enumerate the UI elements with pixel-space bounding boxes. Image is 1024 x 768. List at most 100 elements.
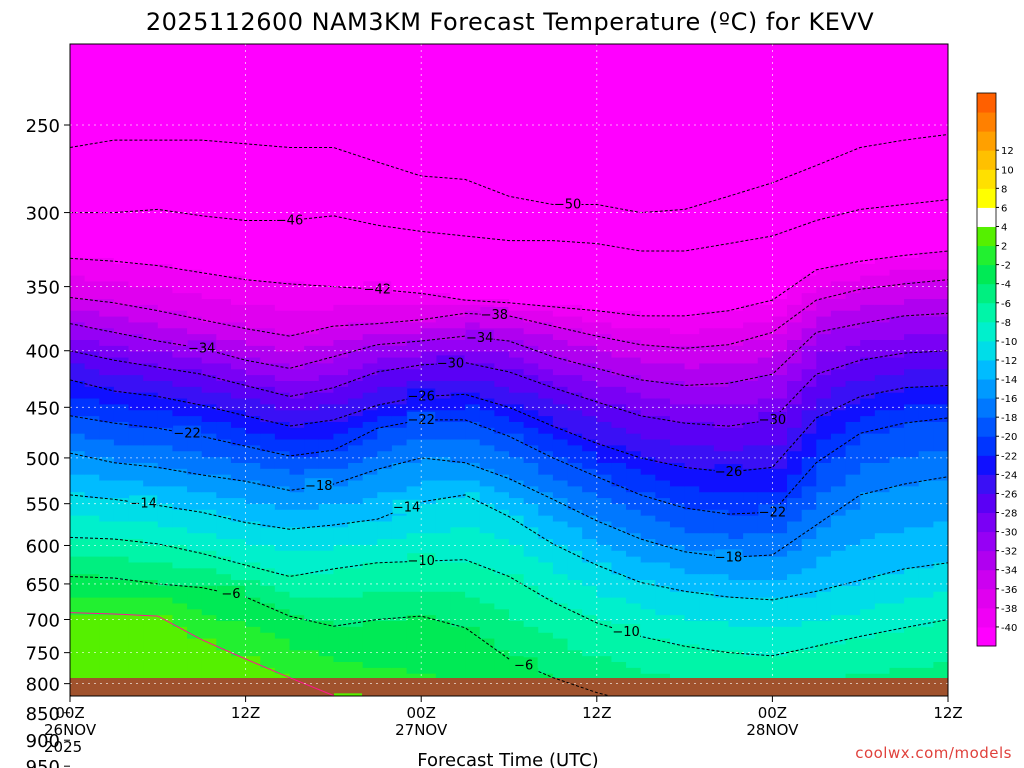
colorbar: -40-38-36-34-32-30-28-26-24-22-20-18-16-… — [976, 92, 1017, 647]
contour-label-bg — [612, 623, 641, 638]
contour-label: −38 — [481, 308, 508, 323]
y-axis-ticks: 250 300 350 400 450 500 550 600 650 700 750 800 850 9… — [26, 116, 70, 768]
isotherm--42 — [70, 250, 948, 317]
y-tick-label: 450 — [26, 398, 60, 419]
contour-label-bg — [363, 281, 392, 296]
colorbar-swatch — [977, 512, 996, 533]
y-tick-label: 700 — [26, 611, 60, 632]
plot-area — [70, 44, 948, 696]
y-tick-label: 850 — [26, 704, 60, 725]
contour-label-bg — [304, 478, 333, 493]
chart-title: 2025112600 NAM3KM Forecast Temperature (… — [146, 8, 874, 36]
colorbar-label: -40 — [1001, 623, 1017, 634]
contour-label-bg — [714, 549, 743, 564]
colorbar-label: -28 — [1001, 509, 1017, 520]
contour-label: −50 — [554, 197, 581, 212]
y-tick-label: 350 — [26, 278, 60, 299]
colorbar-swatch — [977, 150, 996, 170]
colorbar-label: -4 — [1001, 280, 1011, 291]
y-tick-label: 800 — [26, 675, 60, 696]
x-tick-label: 12Z — [933, 704, 962, 722]
contour-label: −14 — [393, 501, 420, 516]
colorbar-swatch — [977, 169, 996, 189]
isotherm--50 — [70, 134, 948, 214]
contour-label-bg — [480, 307, 509, 322]
colorbar-label: 4 — [1001, 222, 1007, 233]
contour-label-bg — [465, 329, 494, 344]
x-tick-label: 28NOV — [746, 721, 799, 739]
contour-label-bg — [129, 495, 158, 510]
colorbar-swatch — [977, 626, 996, 647]
colorbar-label: -18 — [1001, 413, 1017, 424]
x-tick-label: 00Z — [758, 704, 787, 722]
colorbar-label: -24 — [1001, 470, 1017, 481]
contour-label: −10 — [612, 625, 639, 640]
colorbar-label: -20 — [1001, 432, 1017, 443]
colorbar-swatch — [977, 321, 996, 342]
y-tick-label: 950 — [26, 757, 60, 768]
colorbar-swatch — [977, 455, 996, 475]
colorbar-label: -32 — [1001, 547, 1017, 558]
contour-label: −42 — [364, 282, 391, 297]
ground-strip — [70, 678, 948, 696]
isotherm--2 — [70, 612, 337, 696]
colorbar-swatch — [977, 245, 996, 266]
colorbar-swatch — [977, 302, 996, 323]
colorbar-label: 12 — [1001, 146, 1014, 157]
colorbar-label: -2 — [1001, 261, 1011, 272]
contour-label-bg — [407, 388, 436, 403]
contour-label: −34 — [466, 331, 493, 346]
isotherm--6 — [70, 576, 612, 696]
colorbar-label: -30 — [1001, 528, 1017, 539]
contour-label: −26 — [407, 390, 434, 405]
colorbar-swatch — [977, 188, 996, 208]
colorbar-swatch — [977, 112, 996, 132]
colorbar-swatch — [977, 379, 996, 399]
colorbar-swatch — [977, 264, 996, 285]
x-tick-label: 12Z — [231, 704, 260, 722]
y-tick-label: 550 — [26, 495, 60, 516]
contour-label-bg — [553, 196, 582, 211]
isotherm--22 — [70, 415, 948, 515]
colorbar-label: -14 — [1001, 375, 1017, 386]
contour-label-bg — [392, 499, 421, 514]
y-tick-label: 300 — [26, 204, 60, 225]
colorbar-swatch — [977, 226, 996, 247]
contour-label: −6 — [514, 658, 533, 673]
contour-label-bg — [100, 705, 128, 719]
colorbar-swatch — [977, 93, 996, 113]
colorbar-label: 10 — [1001, 165, 1014, 176]
contour-label-bg — [758, 504, 787, 519]
contour-label-bg — [407, 411, 436, 426]
isotherm--10 — [70, 536, 948, 657]
colorbar-label: 2 — [1001, 242, 1007, 253]
x-tick-label: 00Z — [407, 704, 436, 722]
contour-label: −30 — [759, 413, 786, 428]
colorbar-label: -26 — [1001, 489, 1017, 500]
contour-label-bg — [334, 693, 363, 696]
colorbar-label: -34 — [1001, 566, 1017, 577]
y-tick-label: 250 — [26, 116, 60, 137]
x-tick-label: 2025 — [44, 738, 82, 756]
colorbar-swatch — [977, 569, 996, 590]
colorbar-swatch — [977, 588, 996, 609]
x-tick-label: 00Z — [55, 704, 84, 722]
colorbar-label: -8 — [1001, 318, 1011, 329]
colorbar-label: -10 — [1001, 337, 1017, 348]
contour-label: −22 — [407, 413, 434, 428]
colorbar-swatch — [977, 607, 996, 628]
colorbar-label: -12 — [1001, 356, 1017, 367]
contour-label: −26 — [715, 465, 742, 480]
isotherm--34 — [70, 312, 948, 387]
x-tick-label: 27NOV — [395, 721, 448, 739]
colorbar-swatch — [977, 207, 996, 227]
contour-label: −18 — [715, 550, 742, 565]
colorbar-swatch — [977, 398, 996, 418]
colorbar-label: -38 — [1001, 604, 1017, 615]
colorbar-label: -36 — [1001, 585, 1017, 596]
site-credit: coolwx.com/models — [855, 744, 1012, 762]
contour-label: −18 — [305, 479, 332, 494]
y-tick-label: 400 — [26, 342, 60, 363]
colorbar-swatch — [977, 550, 996, 571]
colorbar-swatch — [977, 131, 996, 151]
